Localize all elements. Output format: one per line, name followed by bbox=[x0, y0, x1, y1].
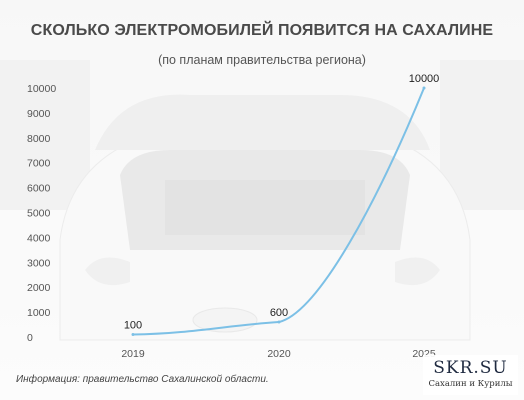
y-tick-label-8000: 8000 bbox=[27, 133, 51, 145]
data-point-2025 bbox=[422, 86, 426, 90]
y-tick-label-7000: 7000 bbox=[27, 158, 51, 170]
skr-logo: SKR.SU Сахалин и Курилы bbox=[423, 355, 518, 395]
series-line bbox=[132, 87, 425, 336]
data-point-2019 bbox=[131, 333, 135, 337]
x-tick-label-2019: 2019 bbox=[121, 348, 145, 360]
y-tick-label-0: 0 bbox=[27, 332, 33, 344]
chart-subtitle: (по планам правительства региона) bbox=[158, 53, 366, 67]
y-tick-label-2000: 2000 bbox=[27, 282, 51, 294]
data-label-2019: 100 bbox=[124, 320, 142, 332]
y-tick-label-9000: 9000 bbox=[27, 108, 51, 120]
y-tick-label-5000: 5000 bbox=[27, 208, 51, 220]
logo-main-text: SKR.SU bbox=[433, 358, 508, 378]
logo-sub-text: Сахалин и Курилы bbox=[428, 379, 513, 389]
data-point-2020 bbox=[277, 320, 281, 324]
y-tick-label-6000: 6000 bbox=[27, 183, 51, 195]
chart-title: СКОЛЬКО ЭЛЕКТРОМОБИЛЕЙ ПОЯВИТСЯ НА САХАЛ… bbox=[30, 22, 494, 39]
x-tick-label-2020: 2020 bbox=[267, 348, 291, 360]
y-tick-label-10000: 10000 bbox=[27, 83, 56, 95]
data-label-2025: 10000 bbox=[409, 73, 440, 85]
y-tick-label-1000: 1000 bbox=[27, 307, 51, 319]
data-label-2020: 600 bbox=[270, 307, 288, 319]
source-note: Информация: правительство Сахалинской об… bbox=[16, 374, 269, 385]
y-tick-label-3000: 3000 bbox=[27, 257, 51, 269]
y-tick-label-4000: 4000 bbox=[27, 232, 51, 244]
